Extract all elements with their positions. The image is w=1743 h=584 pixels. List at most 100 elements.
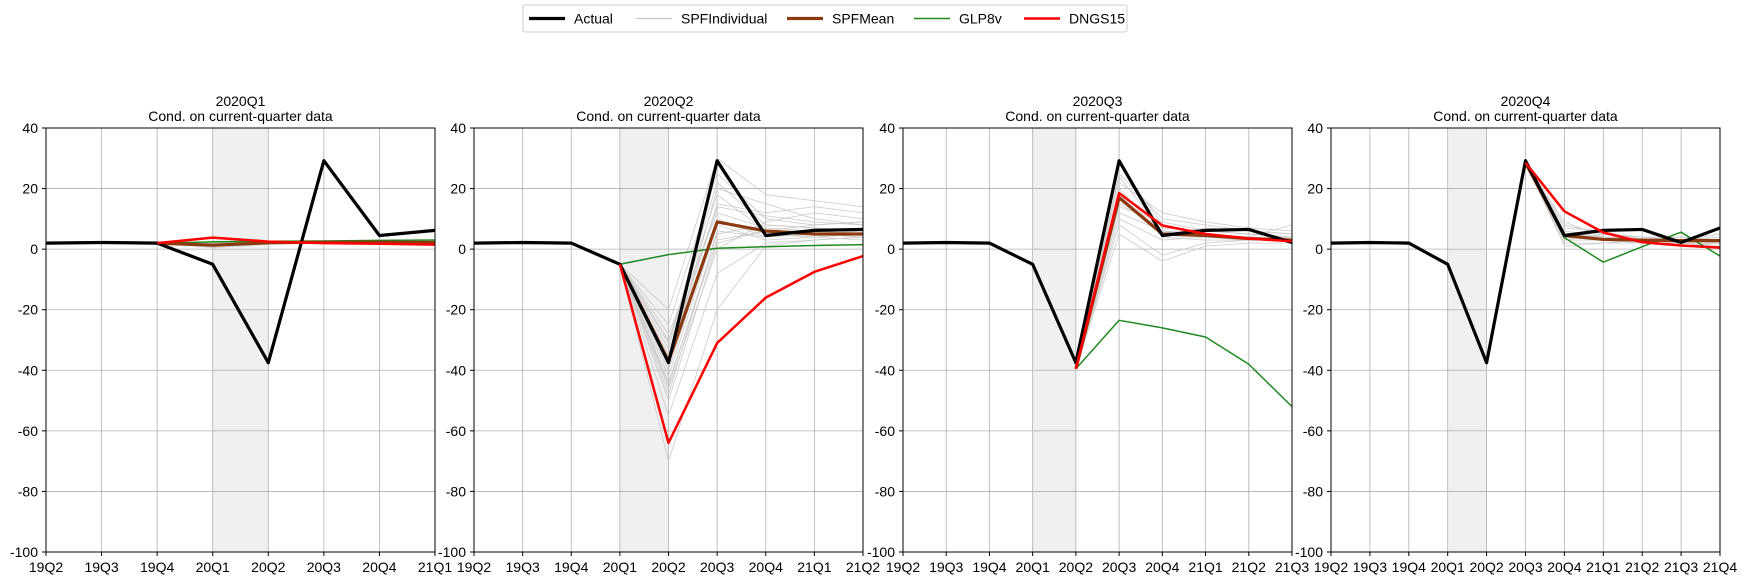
series-line-spfindividual bbox=[619, 203, 863, 356]
legend-box bbox=[522, 4, 1128, 33]
x-tick-label: 20Q3 bbox=[307, 559, 341, 575]
shaded-region bbox=[1032, 128, 1076, 552]
y-tick-label: -100 bbox=[10, 544, 38, 560]
x-tick-label: 20Q1 bbox=[1016, 559, 1050, 575]
x-tick-label: 20Q2 bbox=[251, 559, 285, 575]
x-tick-label: 19Q3 bbox=[1353, 559, 1387, 575]
panel-title: 2020Q2 bbox=[644, 93, 694, 109]
x-tick-label: 20Q4 bbox=[362, 559, 396, 575]
y-tick-label: -80 bbox=[446, 483, 466, 499]
y-tick-label: -40 bbox=[875, 362, 895, 378]
panel-subtitle: Cond. on current-quarter data bbox=[148, 108, 333, 124]
series-line-spfindividual bbox=[619, 236, 863, 462]
x-tick-label: 19Q2 bbox=[886, 559, 920, 575]
x-tick-label: 20Q4 bbox=[1547, 559, 1581, 575]
x-tick-label: 19Q2 bbox=[457, 559, 491, 575]
y-tick-label: -20 bbox=[18, 302, 38, 318]
series-line-actual bbox=[46, 159, 435, 365]
series-line-dngs15 bbox=[618, 254, 863, 445]
y-tick-label: -60 bbox=[1303, 423, 1323, 439]
series-line-spfindividual bbox=[1075, 233, 1292, 369]
series-line-actual bbox=[1331, 159, 1720, 365]
x-tick-label: 20Q2 bbox=[651, 559, 685, 575]
x-tick-label: 21Q2 bbox=[1625, 559, 1659, 575]
y-tick-label: 40 bbox=[22, 120, 38, 136]
shaded-region bbox=[212, 128, 269, 552]
series-line-glp8v bbox=[1075, 319, 1292, 408]
y-tick-label: 0 bbox=[1315, 241, 1323, 257]
series-line-actual bbox=[474, 159, 863, 365]
series-line-dngs15 bbox=[1074, 191, 1292, 370]
y-tick-label: 20 bbox=[450, 181, 466, 197]
series-line-dngs15 bbox=[1524, 162, 1720, 249]
series-line-spfindividual bbox=[1075, 206, 1292, 369]
series-line-spfindividual bbox=[619, 182, 863, 344]
y-tick-label: -60 bbox=[18, 423, 38, 439]
x-tick-label: 20Q2 bbox=[1469, 559, 1503, 575]
y-tick-label: -40 bbox=[1303, 362, 1323, 378]
y-tick-label: -100 bbox=[438, 544, 466, 560]
x-tick-label: 20Q3 bbox=[1102, 559, 1136, 575]
x-tick-label: 19Q4 bbox=[972, 559, 1006, 575]
y-tick-label: 20 bbox=[879, 181, 895, 197]
y-tick-label: -80 bbox=[1303, 483, 1323, 499]
y-tick-label: -20 bbox=[446, 302, 466, 318]
series-line-spfindividual bbox=[619, 224, 863, 377]
series-lines bbox=[46, 159, 435, 365]
x-tick-label: 21Q1 bbox=[797, 559, 831, 575]
legend-label-dngs15: DNGS15 bbox=[1069, 11, 1125, 27]
x-tick-label: 19Q3 bbox=[929, 559, 963, 575]
series-line-spfindividual bbox=[619, 157, 863, 311]
x-tick-label: 19Q4 bbox=[554, 559, 588, 575]
y-tick-label: 40 bbox=[879, 120, 895, 136]
y-tick-label: 40 bbox=[1307, 120, 1323, 136]
x-tick-label: 21Q3 bbox=[1275, 559, 1309, 575]
series-line-actual bbox=[903, 159, 1292, 365]
y-tick-label: -20 bbox=[1303, 302, 1323, 318]
y-tick-label: 20 bbox=[22, 181, 38, 197]
series-line-spfindividual bbox=[1525, 162, 1720, 247]
x-tick-label: 19Q3 bbox=[506, 559, 540, 575]
legend-label-actual: Actual bbox=[574, 11, 613, 27]
panel-title: 2020Q1 bbox=[216, 93, 266, 109]
legend: Actual SPFIndividual SPFMean GLP8v DNGS15 bbox=[522, 4, 1128, 33]
plot-frame bbox=[45, 127, 436, 553]
y-tick-label: -60 bbox=[875, 423, 895, 439]
series-line-spfindividual bbox=[619, 221, 863, 383]
series-line-spfindividual bbox=[1525, 162, 1720, 247]
series-line-glp8v bbox=[619, 243, 863, 266]
x-tick-label: 20Q1 bbox=[603, 559, 637, 575]
x-tick-label: 21Q1 bbox=[1586, 559, 1620, 575]
legend-label-spfmean: SPFMean bbox=[832, 11, 894, 27]
x-tick-label: 21Q3 bbox=[1664, 559, 1698, 575]
series-line-spfindividual bbox=[1525, 162, 1720, 247]
y-tick-label: -40 bbox=[446, 362, 466, 378]
series-lines bbox=[474, 157, 863, 462]
y-tick-label: 20 bbox=[1307, 181, 1323, 197]
x-tick-label: 21Q4 bbox=[1703, 559, 1737, 575]
series-line-spfindividual bbox=[1075, 182, 1292, 369]
shaded-region bbox=[1447, 128, 1487, 552]
x-tick-label: 21Q2 bbox=[1232, 559, 1266, 575]
x-tick-label: 19Q2 bbox=[1314, 559, 1348, 575]
y-tick-label: 40 bbox=[450, 120, 466, 136]
plot-frame bbox=[902, 127, 1293, 553]
panel-title: 2020Q3 bbox=[1073, 93, 1123, 109]
y-tick-label: -100 bbox=[867, 544, 895, 560]
x-tick-label: 20Q2 bbox=[1059, 559, 1093, 575]
panel-title: 2020Q4 bbox=[1501, 93, 1551, 109]
y-tick-label: 0 bbox=[30, 241, 38, 257]
series-line-dngs15 bbox=[157, 236, 435, 246]
y-tick-label: 0 bbox=[887, 241, 895, 257]
y-tick-label: -80 bbox=[875, 483, 895, 499]
x-tick-label: 19Q4 bbox=[1392, 559, 1426, 575]
x-tick-label: 20Q3 bbox=[1508, 559, 1542, 575]
y-tick-label: -60 bbox=[446, 423, 466, 439]
x-tick-label: 19Q2 bbox=[29, 559, 63, 575]
y-tick-label: -20 bbox=[875, 302, 895, 318]
x-tick-label: 21Q1 bbox=[1188, 559, 1222, 575]
